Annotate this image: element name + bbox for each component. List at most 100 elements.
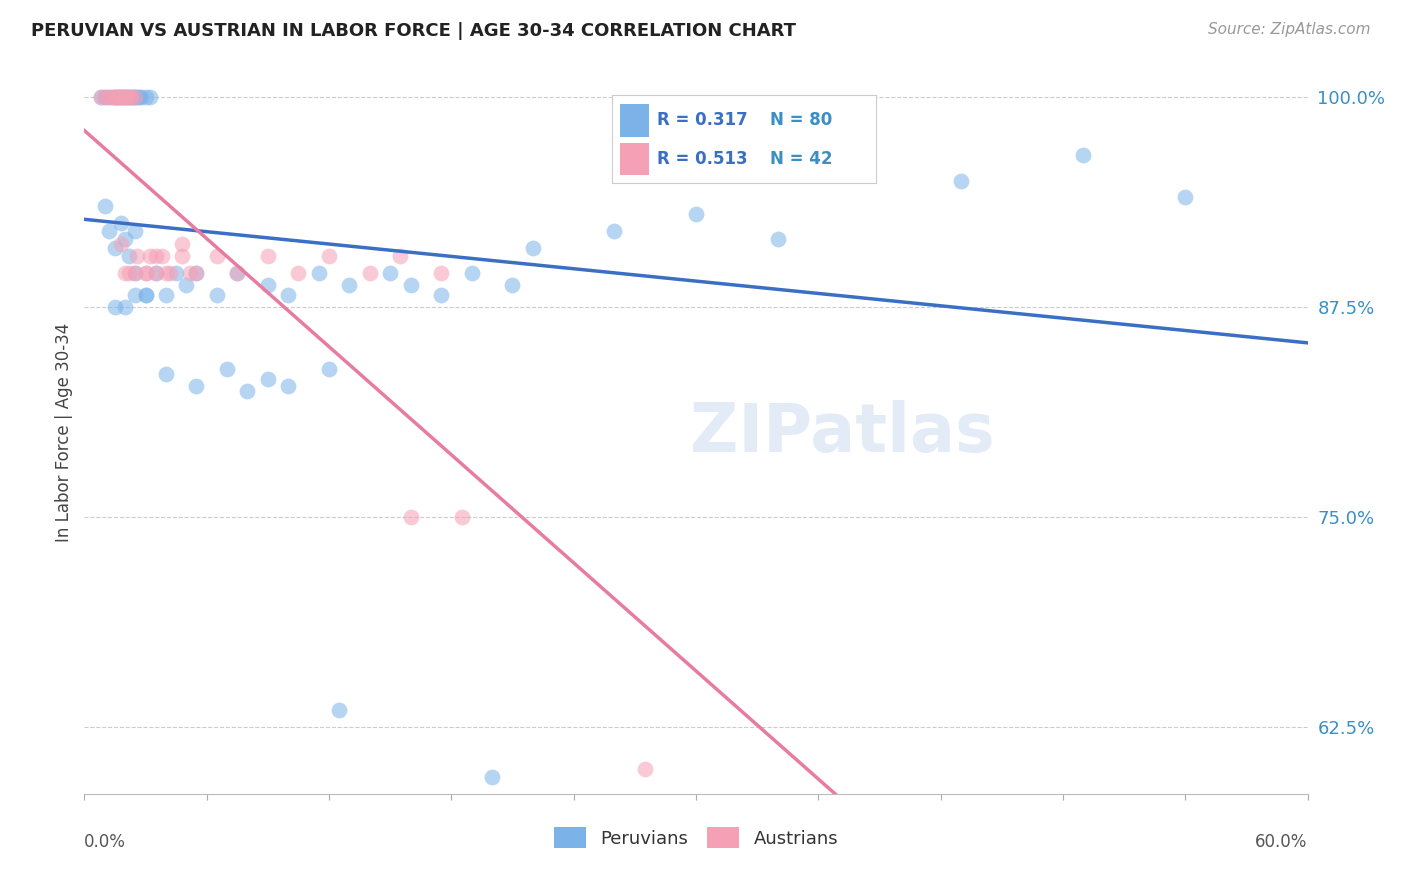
Point <box>110 216 132 230</box>
Point <box>124 224 146 238</box>
Bar <box>620 104 648 136</box>
Point <box>634 762 657 776</box>
Point <box>226 266 249 280</box>
Point <box>128 89 150 103</box>
Point <box>389 249 412 263</box>
Point <box>118 249 141 263</box>
Point <box>172 249 194 263</box>
Text: R = 0.317: R = 0.317 <box>657 112 748 129</box>
Point <box>108 89 131 103</box>
Point <box>104 241 127 255</box>
Point <box>308 266 330 280</box>
Point <box>90 89 112 103</box>
Point <box>1073 148 1095 162</box>
Point <box>115 89 138 103</box>
Point <box>112 89 135 103</box>
Point <box>138 89 160 103</box>
Point <box>145 266 167 280</box>
Point <box>399 509 422 524</box>
Point <box>120 89 142 103</box>
Point <box>114 89 136 103</box>
Text: ZIPatlas: ZIPatlas <box>690 400 995 466</box>
Point <box>380 266 402 280</box>
Point <box>135 266 157 280</box>
Bar <box>620 143 648 175</box>
Point <box>257 372 280 386</box>
Text: 0.0%: 0.0% <box>84 833 127 851</box>
Point <box>766 232 789 246</box>
Point <box>502 277 524 292</box>
Text: N = 80: N = 80 <box>770 112 832 129</box>
Point <box>359 266 381 280</box>
Point <box>104 89 127 103</box>
Point <box>257 249 280 263</box>
Point <box>236 384 259 398</box>
Point <box>114 232 136 246</box>
Point <box>104 89 127 103</box>
Point <box>450 509 472 524</box>
Point <box>110 237 132 252</box>
Text: R = 0.513: R = 0.513 <box>657 150 747 168</box>
Point <box>135 288 157 302</box>
Point <box>118 89 141 103</box>
Point <box>101 89 124 103</box>
Point <box>1174 190 1197 204</box>
Point <box>124 89 146 103</box>
Point <box>124 266 146 280</box>
Point <box>205 288 228 302</box>
Point <box>135 266 157 280</box>
Point <box>328 703 350 717</box>
Point <box>430 288 453 302</box>
Point <box>135 89 157 103</box>
Point <box>522 241 544 255</box>
Point <box>159 266 181 280</box>
Point <box>105 89 128 103</box>
Point <box>603 224 626 238</box>
Point <box>179 266 201 280</box>
Point <box>124 266 146 280</box>
Point <box>186 378 208 392</box>
Point <box>135 288 157 302</box>
Point <box>399 277 422 292</box>
Point <box>186 266 208 280</box>
Point <box>120 89 142 103</box>
Point <box>101 89 124 103</box>
Point <box>97 224 120 238</box>
Point <box>118 266 141 280</box>
Point <box>97 89 120 103</box>
Point <box>155 367 177 381</box>
Point <box>138 249 160 263</box>
Point <box>287 266 309 280</box>
Legend: Peruvians, Austrians: Peruvians, Austrians <box>544 818 848 857</box>
Point <box>150 249 173 263</box>
Point <box>205 249 228 263</box>
Point <box>124 89 146 103</box>
Point <box>90 89 112 103</box>
Point <box>110 89 132 103</box>
Point <box>110 89 132 103</box>
Point <box>277 378 299 392</box>
Point <box>93 89 115 103</box>
Point <box>93 199 115 213</box>
Point <box>155 288 177 302</box>
Point <box>114 89 136 103</box>
Point <box>112 89 135 103</box>
Point <box>105 89 128 103</box>
Point <box>122 89 145 103</box>
Point <box>950 173 973 187</box>
Text: N = 42: N = 42 <box>770 150 832 168</box>
Point <box>114 266 136 280</box>
Point <box>172 237 194 252</box>
Text: 60.0%: 60.0% <box>1256 833 1308 851</box>
Point <box>318 361 340 376</box>
Point <box>97 89 120 103</box>
Point <box>155 266 177 280</box>
Point <box>217 361 239 376</box>
Point <box>339 277 361 292</box>
Point <box>145 266 167 280</box>
Point <box>174 277 197 292</box>
Point <box>318 249 340 263</box>
Point <box>461 266 484 280</box>
Point <box>277 288 299 302</box>
Y-axis label: In Labor Force | Age 30-34: In Labor Force | Age 30-34 <box>55 323 73 542</box>
